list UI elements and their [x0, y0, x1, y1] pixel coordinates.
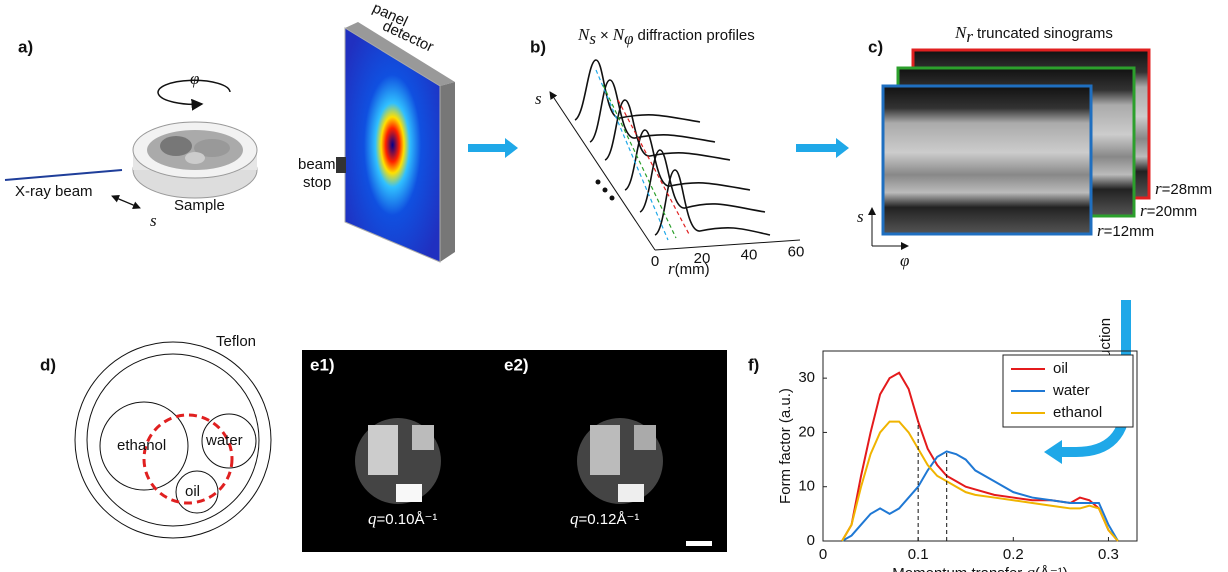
- beam-line: [5, 170, 122, 180]
- title-text: truncated sinograms: [977, 25, 1113, 42]
- ellipsis-dot: [596, 180, 601, 185]
- image-e2: [577, 418, 663, 504]
- sample-oil: [185, 152, 205, 164]
- beam-label: X-ray beam: [15, 183, 93, 200]
- value: =28mm: [1162, 181, 1212, 198]
- x-tick-label: 0.3: [1098, 546, 1119, 563]
- image-label: q=0.12Å⁻¹: [570, 509, 639, 528]
- r-axis-label: r(mm): [668, 259, 710, 278]
- title-text: diffraction profiles: [637, 27, 754, 44]
- y-tick-label: 0: [807, 532, 815, 549]
- flow-arrow: [468, 138, 518, 158]
- pixel-block: [368, 425, 398, 475]
- x-tick-label: 0: [819, 546, 827, 563]
- pixel-block: [634, 425, 656, 450]
- beam-stop: [336, 157, 346, 173]
- sample-ethanol: [160, 136, 192, 156]
- region-label: oil: [185, 483, 200, 500]
- value: =0.10Å⁻¹: [377, 511, 438, 528]
- axis-symbol: s: [857, 207, 864, 226]
- pixel-block: [412, 425, 434, 450]
- guide: [618, 100, 690, 236]
- panel-label: e2): [504, 355, 529, 374]
- panel-label: b): [530, 37, 546, 56]
- subscript: φ: [624, 29, 633, 48]
- y-tick-label: 30: [798, 369, 815, 386]
- figure: a) X-ray beam φ s Sample panel detector …: [0, 0, 1228, 572]
- x-axis-label-text: Momentum transfer: [892, 565, 1022, 572]
- chart: 0 0.1 0.2 0.3 0 10 20 30 Momentum transferq(Å⁻¹)…: [777, 351, 1137, 572]
- region-label: ethanol: [117, 437, 166, 454]
- flow-arrow: [796, 138, 849, 158]
- rotation-symbol: φ: [190, 69, 199, 88]
- profile: [575, 60, 700, 122]
- beam-stop-label: beam: [298, 156, 336, 173]
- profile: [590, 80, 715, 142]
- axis-symbol: s: [535, 89, 542, 108]
- value: =12mm: [1104, 223, 1154, 240]
- subscript: r: [966, 27, 973, 46]
- detector-face: [345, 28, 440, 262]
- region-label: water: [205, 432, 243, 449]
- x-axis-label: Momentum transferq(Å⁻¹): [892, 563, 1067, 572]
- value: =20mm: [1147, 203, 1197, 220]
- translation-arrow: [116, 198, 140, 208]
- panel-label: c): [868, 37, 883, 56]
- image-e1: [355, 418, 441, 504]
- profile: [640, 150, 765, 212]
- y-tick-label: 20: [798, 423, 815, 440]
- x-tick-label: 0.1: [908, 546, 929, 563]
- y-tick-label: 10: [798, 478, 815, 495]
- axis-symbol: φ: [900, 251, 909, 270]
- r-tick-label: 60: [788, 243, 805, 260]
- unit: (mm): [675, 261, 710, 278]
- pixel-block: [590, 425, 620, 475]
- x-tick-label: 0.2: [1003, 546, 1024, 563]
- r-tick-label: 0: [651, 253, 659, 270]
- image-label: q=0.10Å⁻¹: [368, 509, 437, 528]
- beam-stop-label: stop: [303, 174, 331, 191]
- panel-label: a): [18, 37, 33, 56]
- sinogram-label: r=28mm: [1155, 179, 1212, 198]
- guides: [596, 70, 690, 240]
- region-label: Teflon: [216, 333, 256, 350]
- operator: ×: [600, 27, 609, 44]
- y-axis-label: Form factor (a.u.): [777, 388, 794, 504]
- panel-label: e1): [310, 355, 335, 374]
- pixel-block: [618, 484, 644, 502]
- value: =0.12Å⁻¹: [579, 511, 640, 528]
- reconstruction-arrowhead: [1044, 440, 1062, 464]
- legend-label: ethanol: [1053, 404, 1102, 421]
- r-tick-label: 40: [741, 247, 758, 264]
- panel-label: f): [748, 355, 759, 374]
- translation-symbol: s: [150, 211, 157, 230]
- profile: [605, 100, 730, 160]
- ellipsis-dot: [610, 196, 615, 201]
- subscript: s: [589, 29, 596, 48]
- sinogram-label: r=12mm: [1097, 221, 1154, 240]
- legend-label: oil: [1053, 360, 1068, 377]
- legend-label: water: [1052, 382, 1090, 399]
- sample-label: Sample: [174, 197, 225, 214]
- profile: [625, 130, 750, 190]
- r-axis: [655, 240, 800, 250]
- panel-label: d): [40, 355, 56, 374]
- x-axis-label-unit: (Å⁻¹): [1035, 565, 1068, 572]
- series-line: [842, 422, 1118, 541]
- sinogram-r12: [883, 86, 1091, 234]
- ellipsis-dot: [603, 188, 608, 193]
- detector-side: [440, 82, 455, 262]
- sinogram-label: r=20mm: [1140, 201, 1197, 220]
- pixel-block: [396, 484, 422, 502]
- scale-bar: [686, 541, 712, 546]
